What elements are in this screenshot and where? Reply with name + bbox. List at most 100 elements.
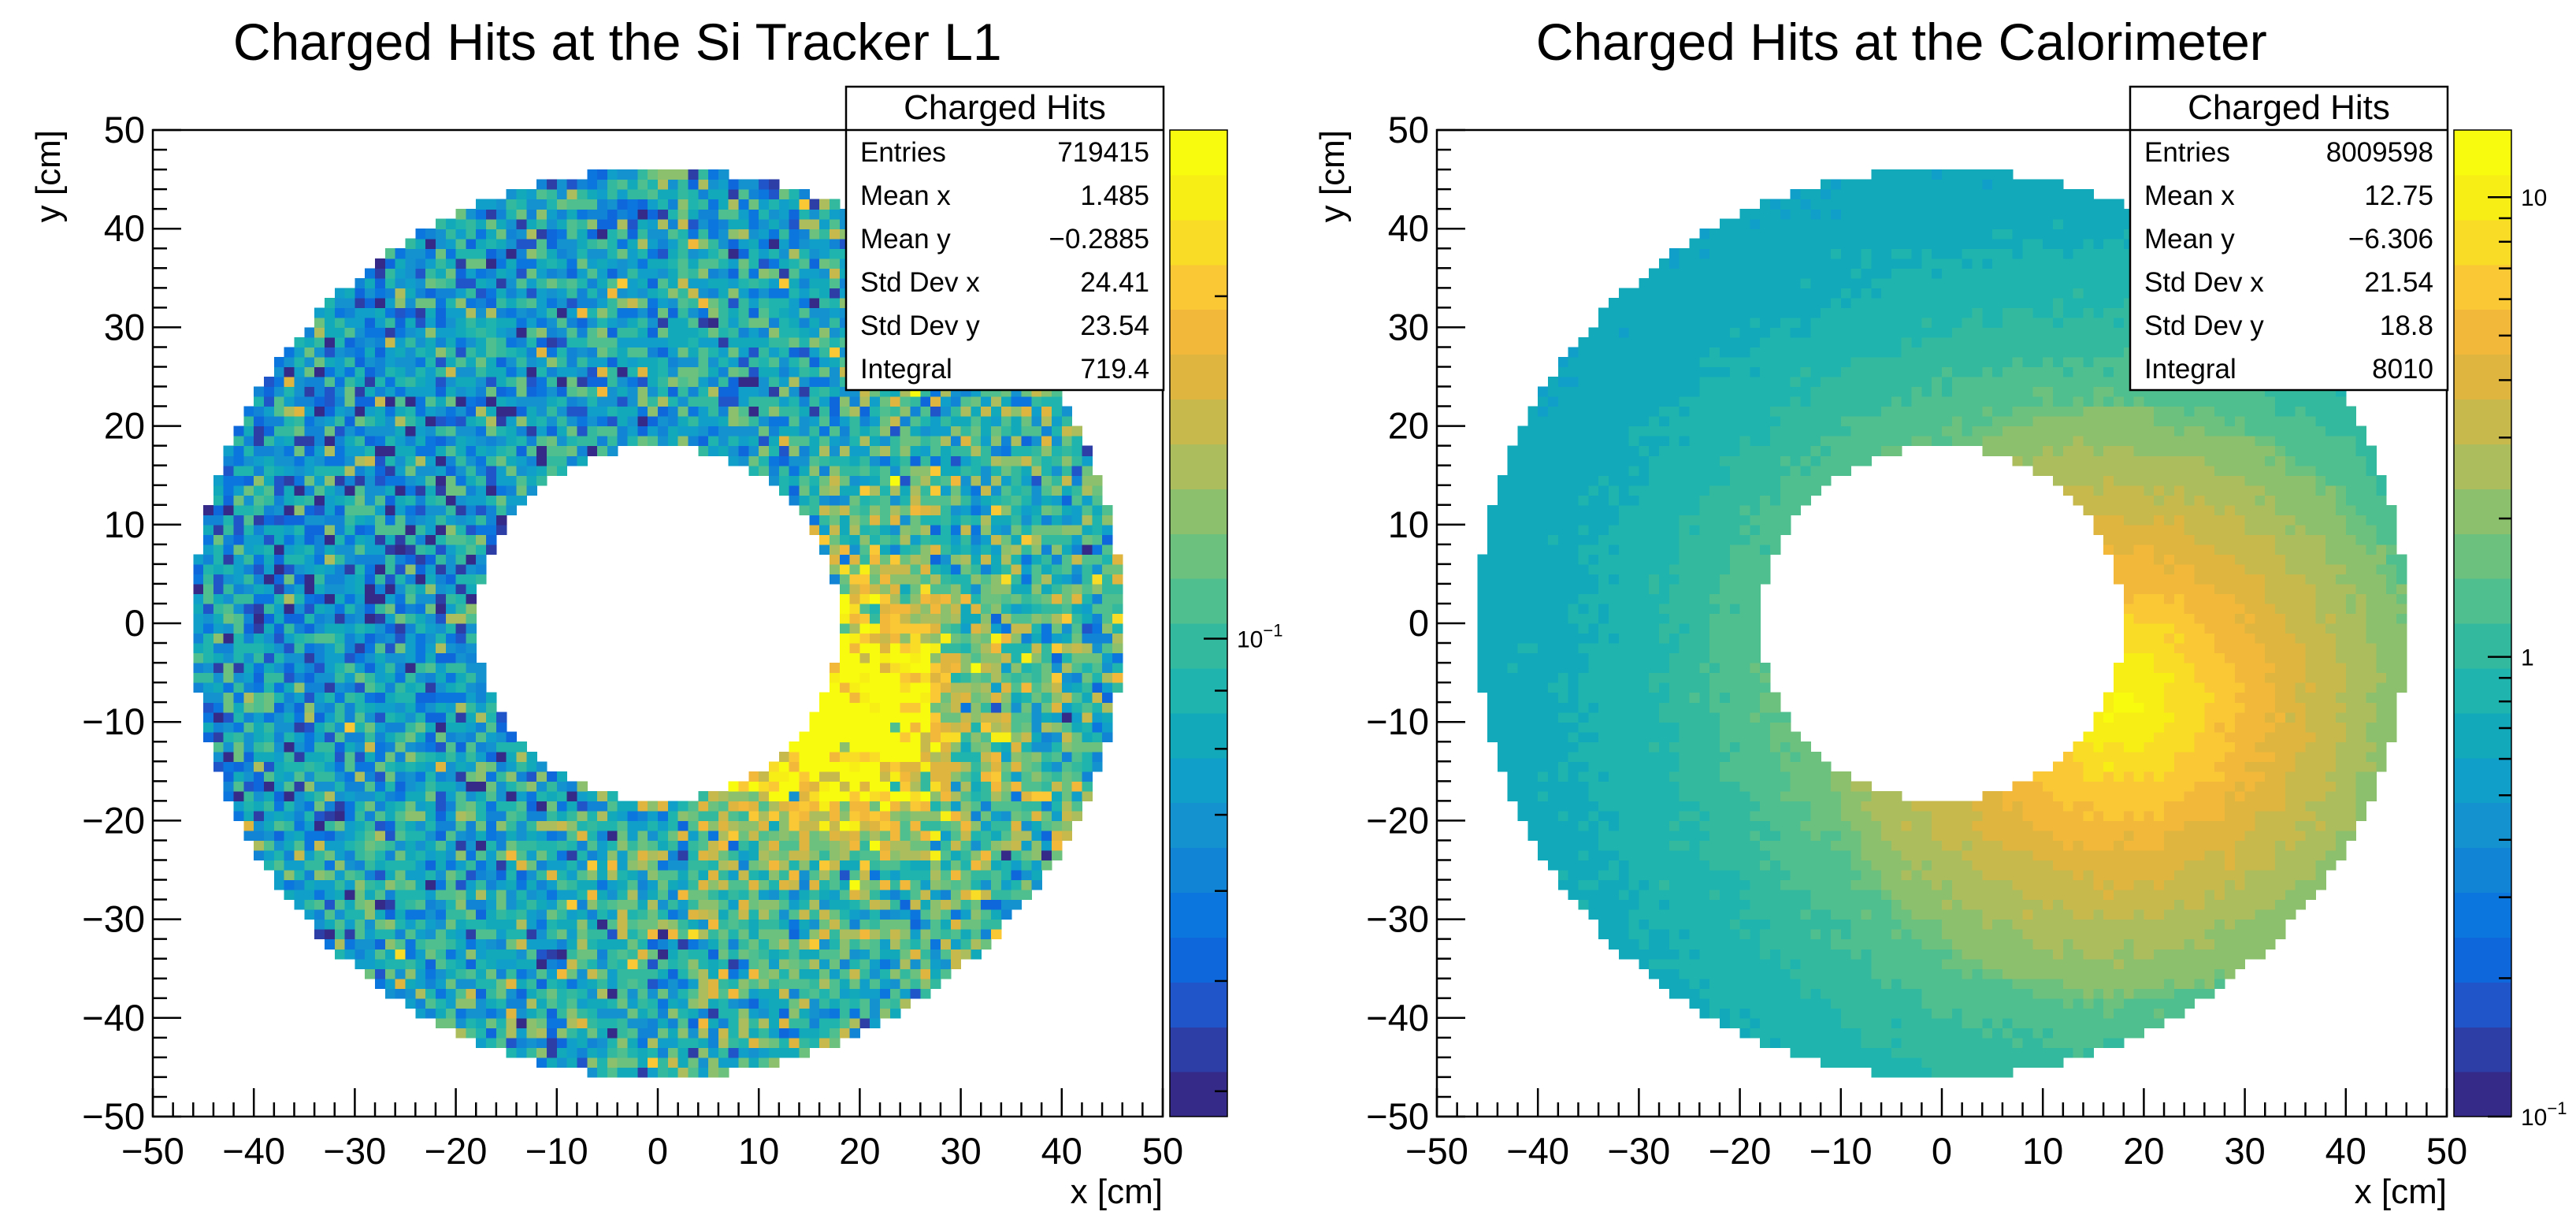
heatmap-cell (395, 396, 406, 407)
heatmap-cell (375, 899, 386, 910)
heatmap-cell (627, 179, 638, 190)
heatmap-cell (718, 870, 729, 881)
heatmap-cell (213, 544, 225, 555)
heatmap-cell (587, 229, 598, 240)
heatmap-cell (415, 554, 426, 565)
heatmap-cell (365, 968, 376, 979)
heatmap-cell (667, 820, 679, 831)
heatmap-cell (778, 455, 790, 466)
heatmap-cell (526, 416, 537, 427)
heatmap-cell (940, 919, 952, 930)
heatmap-cell (859, 623, 870, 634)
heatmap-cell (920, 751, 931, 762)
heatmap-cell (688, 938, 699, 950)
heatmap-cell (395, 870, 406, 881)
heatmap-cell (728, 781, 740, 792)
heatmap-cell (930, 445, 941, 456)
heatmap-cell (819, 336, 830, 348)
heatmap-cell (819, 998, 830, 1009)
heatmap-cell (334, 475, 346, 486)
heatmap-cell (516, 840, 527, 851)
heatmap-cell (728, 277, 740, 288)
heatmap-cell (375, 317, 386, 328)
heatmap-cell (910, 988, 921, 999)
heatmap-cell (900, 495, 911, 506)
heatmap-cell (213, 741, 225, 753)
heatmap-cell (627, 938, 638, 950)
heatmap-cell (395, 978, 406, 989)
heatmap-cell (455, 712, 467, 723)
heatmap-cell (880, 722, 891, 733)
heatmap-cell (809, 218, 820, 229)
heatmap-cell (273, 820, 285, 831)
heatmap-cell (829, 524, 841, 535)
heatmap-cell (324, 643, 336, 654)
heatmap-cell (334, 524, 346, 535)
heatmap-cell (769, 1008, 780, 1019)
heatmap-cell (466, 277, 477, 288)
heatmap-cell (738, 297, 749, 308)
heatmap-cell (425, 623, 436, 634)
heatmap-cell (708, 445, 719, 456)
heatmap-cell (213, 534, 225, 545)
heatmap-cell (859, 663, 870, 674)
heatmap-cell (384, 771, 396, 782)
heatmap-cell (254, 544, 265, 555)
heatmap-cell (728, 347, 740, 358)
heatmap-cell (354, 583, 366, 595)
heatmap-cell (304, 583, 315, 595)
heatmap-cell (900, 426, 911, 437)
heatmap-cell (354, 870, 366, 881)
heatmap-cell (950, 544, 962, 555)
heatmap-cell (425, 998, 436, 1009)
heatmap-cell (455, 909, 467, 920)
heatmap-cell (728, 455, 740, 466)
heatmap-cell (526, 761, 537, 772)
heatmap-cell (910, 672, 921, 683)
heatmap-cell (789, 327, 800, 338)
heatmap-cell (273, 544, 285, 555)
heatmap-cell (799, 426, 810, 437)
heatmap-cell (819, 297, 830, 308)
heatmap-cell (425, 781, 436, 792)
heatmap-cell (880, 741, 891, 753)
heatmap-cell (536, 416, 547, 427)
heatmap-cell (324, 455, 336, 466)
heatmap-cell (809, 229, 820, 240)
heatmap-cell (445, 563, 457, 574)
heatmap-cell (677, 1047, 689, 1058)
heatmap-cell (577, 998, 588, 1009)
heatmap-cell (526, 830, 537, 842)
heatmap-cell (940, 643, 952, 654)
heatmap-cell (375, 534, 386, 545)
heatmap-cell (354, 722, 366, 733)
heatmap-cell (486, 416, 497, 427)
heatmap-cell (314, 731, 325, 742)
heatmap-cell (546, 209, 558, 220)
heatmap-cell (728, 830, 740, 842)
heatmap-cell (546, 218, 558, 229)
heatmap-cell (940, 781, 952, 792)
heatmap-cell (870, 849, 881, 861)
heatmap-cell (294, 377, 305, 388)
heatmap-cell (536, 336, 547, 348)
heatmap-cell (304, 712, 315, 723)
heatmap-cell (799, 317, 810, 328)
heatmap-cell (759, 781, 770, 792)
heatmap-cell (677, 929, 689, 940)
heatmap-cell (466, 406, 477, 417)
heatmap-cell (223, 781, 235, 792)
heatmap-cell (577, 899, 588, 910)
heatmap-cell (304, 801, 315, 812)
heatmap-cell (334, 801, 346, 812)
heatmap-cell (445, 515, 457, 526)
heatmap-cell (759, 1037, 770, 1048)
heatmap-cell (344, 485, 355, 496)
heatmap-cell (324, 663, 336, 674)
heatmap-cell (334, 761, 346, 772)
heatmap-cell (526, 949, 537, 960)
heatmap-cell (264, 574, 275, 585)
heatmap-cell (506, 229, 518, 240)
heatmap-cell (849, 820, 860, 831)
heatmap-cell (415, 258, 426, 269)
